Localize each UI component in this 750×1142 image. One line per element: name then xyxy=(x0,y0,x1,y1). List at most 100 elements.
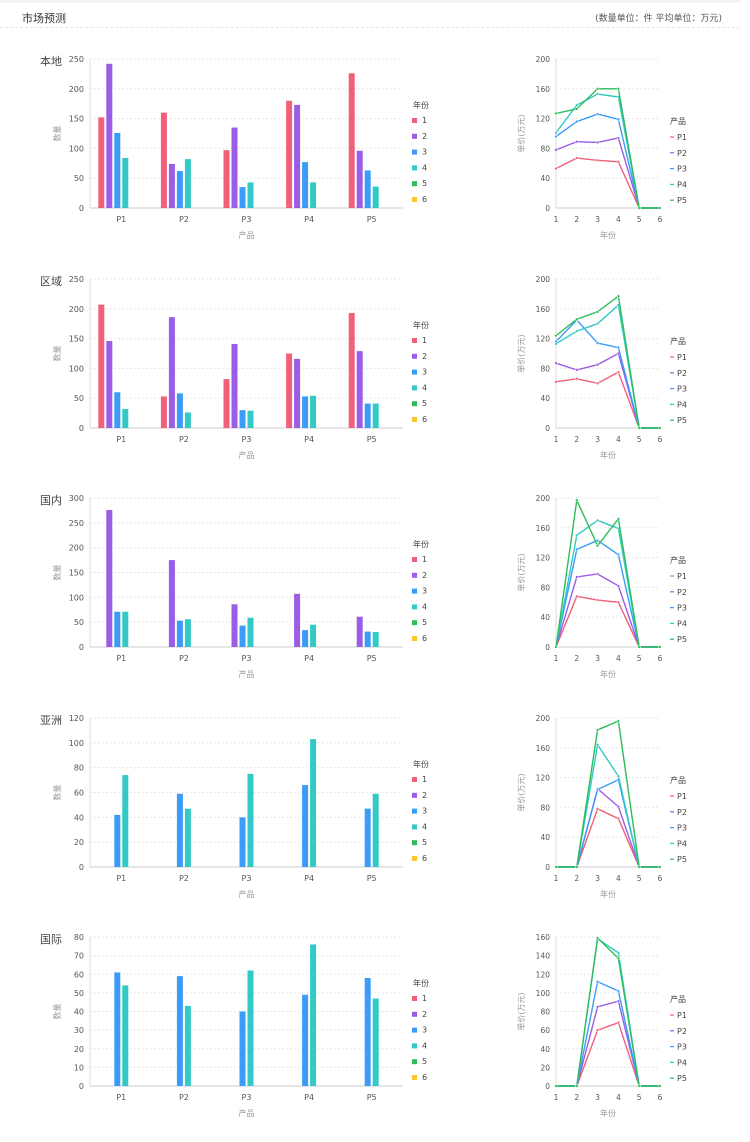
bar-legend-title: 年份 xyxy=(413,978,429,988)
line-y-tick-label: 0 xyxy=(545,424,550,433)
line-series-P5 xyxy=(555,497,660,648)
bar-y-axis-title: 数量 xyxy=(52,565,62,581)
bar-y-tick-label: 0 xyxy=(79,863,84,872)
line-legend-label: P2 xyxy=(677,807,687,816)
line-point-P1 xyxy=(595,381,600,385)
bar-legend-label: 4 xyxy=(422,602,427,611)
line-point-P5 xyxy=(658,645,662,649)
line-y-tick-label: 0 xyxy=(545,643,550,652)
line-x-tick-label: 5 xyxy=(637,1093,642,1102)
bar-P1-year-4 xyxy=(122,985,129,1086)
bar-x-tick-label: P4 xyxy=(304,215,314,224)
bar-legend-label: 2 xyxy=(422,132,427,141)
line-legend-label: P1 xyxy=(677,1011,687,1020)
line-point-P5 xyxy=(554,333,558,337)
bar-legend-swatch xyxy=(412,400,417,406)
line-legend-label: P3 xyxy=(677,165,687,174)
line-y-tick-label: 40 xyxy=(540,174,550,183)
bar-x-tick-label: P4 xyxy=(304,874,314,883)
bar-P4-year-4 xyxy=(310,738,317,867)
line-legend-label: P3 xyxy=(677,604,687,613)
bar-legend-swatch xyxy=(412,118,417,123)
line-y-tick-label: 160 xyxy=(536,524,551,533)
region-block: 国际 0 10 20 30 40 50 60 70 80 P1 P2 P3 P4 P5 产品 数量 年份 1 2 3 4 5… xyxy=(0,918,750,1137)
line-point-P5 xyxy=(616,293,621,298)
bar-legend-swatch xyxy=(412,839,417,845)
line-x-tick-label: 4 xyxy=(616,1093,621,1102)
line-x-axis-title: 年份 xyxy=(600,669,616,679)
line-point-P1 xyxy=(554,379,558,383)
bar-P1-year-3 xyxy=(114,611,121,647)
bar-P5-year-3 xyxy=(364,403,371,428)
bar-P1-year-2 xyxy=(106,340,113,428)
line-point-P5 xyxy=(554,1084,558,1088)
line-x-axis-title: 年份 xyxy=(600,889,616,899)
line-y-tick-label: 120 xyxy=(536,115,551,124)
bar-P5-year-3 xyxy=(364,808,371,867)
line-point-P3 xyxy=(575,547,579,552)
bar-P5-year-4 xyxy=(372,186,379,208)
bar-x-axis-title: 产品 xyxy=(239,669,255,679)
line-point-P4 xyxy=(575,103,579,107)
bar-x-tick-label: P3 xyxy=(242,1093,252,1102)
line-legend-label: P1 xyxy=(677,353,687,362)
bar-P2-year-3 xyxy=(176,793,183,867)
line-point-P2 xyxy=(554,148,558,152)
bar-legend-label: 1 xyxy=(422,775,427,784)
line-y-tick-label: 200 xyxy=(536,494,551,503)
line-y-tick-label: 0 xyxy=(545,204,550,213)
bar-P4-year-3 xyxy=(302,395,309,428)
bar-y-tick-label: 0 xyxy=(79,1082,84,1091)
bar-legend-label: 3 xyxy=(422,148,427,157)
bar-y-tick-label: 50 xyxy=(74,394,84,403)
bar-x-tick-label: P5 xyxy=(367,874,377,883)
bar-P2-year-3 xyxy=(176,976,183,1086)
line-point-P4 xyxy=(595,92,600,96)
bar-y-tick-label: 150 xyxy=(69,115,84,124)
bar-x-tick-label: P1 xyxy=(116,1093,126,1102)
bar-P2-year-1 xyxy=(160,112,167,208)
line-point-P3 xyxy=(595,980,600,984)
line-legend-title: 产品 xyxy=(670,116,686,126)
line-y-tick-label: 60 xyxy=(540,1026,550,1035)
region-block: 亚洲 0 20 40 60 80 100 120 P1 P2 P3 P4 P5 产品 数量 年份 1 2 3 4 5 6 0… xyxy=(0,699,750,918)
line-point-P1 xyxy=(575,376,579,380)
bar-P1-year-3 xyxy=(114,391,121,428)
line-y-tick-label: 0 xyxy=(545,1082,550,1091)
bar-y-tick-label: 80 xyxy=(74,763,84,772)
line-x-tick-label: 2 xyxy=(574,215,579,224)
line-point-P1 xyxy=(595,1028,600,1032)
bar-legend-label: 2 xyxy=(422,571,427,580)
bar-P1-year-3 xyxy=(114,972,121,1086)
bar-y-tick-label: 0 xyxy=(79,643,84,652)
bar-y-tick-label: 300 xyxy=(69,494,84,503)
bar-P2-year-3 xyxy=(176,392,183,428)
bar-legend-swatch xyxy=(412,604,417,610)
bar-y-tick-label: 250 xyxy=(69,519,84,528)
bar-legend-title: 年份 xyxy=(413,539,429,549)
line-legend-title: 产品 xyxy=(670,994,686,1004)
line-y-tick-label: 80 xyxy=(540,144,550,153)
bar-y-tick-label: 120 xyxy=(69,714,84,723)
bar-P3-year-1 xyxy=(223,150,230,208)
bar-P4-year-3 xyxy=(302,994,309,1086)
region-title: 本地 xyxy=(40,55,62,68)
bar-x-tick-label: P5 xyxy=(367,435,377,444)
bar-legend-swatch xyxy=(412,572,417,578)
line-legend-label: P1 xyxy=(677,133,687,142)
line-point-P1 xyxy=(575,594,579,598)
bar-P4-year-3 xyxy=(302,784,309,867)
line-y-tick-label: 80 xyxy=(540,1008,550,1017)
bar-y-tick-label: 0 xyxy=(79,424,84,433)
line-point-P1 xyxy=(616,600,621,604)
line-series-P4 xyxy=(555,93,660,209)
line-point-P5 xyxy=(554,645,558,649)
line-legend-label: P2 xyxy=(677,368,687,377)
bar-P5-year-2 xyxy=(356,150,363,208)
bar-P1-year-3 xyxy=(114,132,121,208)
line-legend-label: P5 xyxy=(677,416,687,425)
